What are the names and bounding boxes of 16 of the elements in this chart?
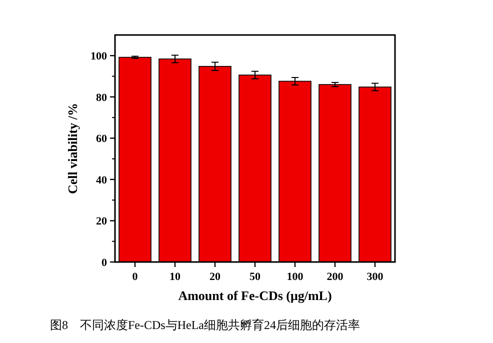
caption: 图8 不同浓度Fe-CDs与HeLa细胞共孵育24后细胞的存活率 bbox=[50, 318, 360, 332]
x-tick-label: 100 bbox=[286, 271, 304, 283]
y-tick-label: 80 bbox=[96, 92, 108, 104]
y-tick-label: 0 bbox=[102, 256, 108, 269]
y-tick-label: 20 bbox=[96, 216, 108, 228]
y-tick-label: 40 bbox=[96, 174, 108, 186]
x-tick-label: 20 bbox=[210, 271, 221, 283]
x-tick-label: 0 bbox=[132, 271, 138, 283]
y-tick-label: 100 bbox=[90, 50, 108, 62]
x-tick-label: 10 bbox=[170, 271, 181, 283]
y-axis-title: Cell viability /% bbox=[65, 103, 80, 194]
y-tick-label: 60 bbox=[96, 133, 108, 146]
x-tick-label: 50 bbox=[250, 271, 261, 283]
x-tick-label: 200 bbox=[326, 271, 344, 283]
x-tick-label: 300 bbox=[366, 271, 384, 283]
x-axis-title: Amount of Fe-CDs (μg/mL) bbox=[178, 288, 332, 303]
